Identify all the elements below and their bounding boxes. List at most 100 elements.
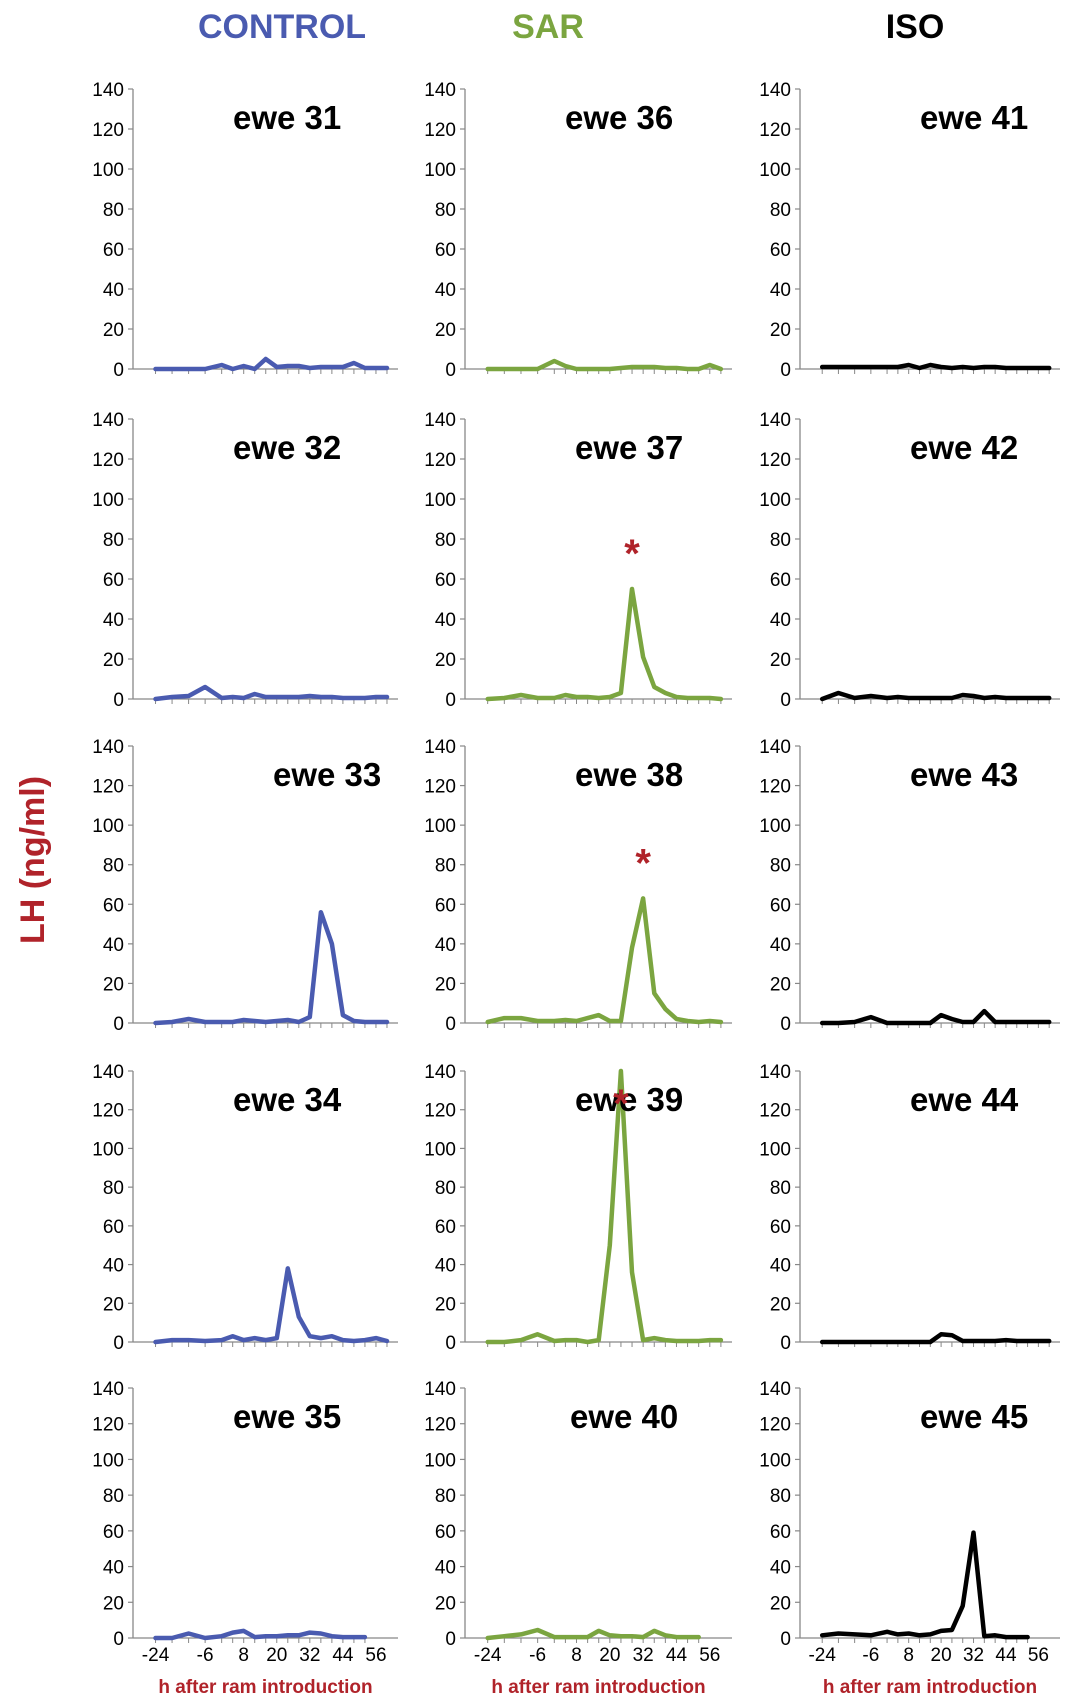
panel-ewe-32: 0 20 40 60 80 100 120 140 ewe 32: [92, 410, 398, 711]
y-tick-label: 120: [92, 120, 124, 141]
significance-marker: *: [635, 841, 651, 885]
x-tick-label: 20: [266, 1645, 287, 1666]
panel-ewe-44: 0 20 40 60 80 100 120 140 ewe 44: [759, 1062, 1060, 1354]
y-tick-label: 120: [92, 1101, 124, 1122]
series-line: [485, 1068, 724, 1345]
x-tick-label: -6: [862, 1645, 879, 1666]
x-axis-label: h after ram introduction: [158, 1677, 372, 1698]
x-tick-label: -6: [197, 1645, 214, 1666]
y-tick-label: 20: [770, 1593, 791, 1614]
y-tick-label: 20: [770, 320, 791, 341]
y-tick-label: 60: [435, 1217, 456, 1238]
x-tick-label: 8: [238, 1645, 249, 1666]
panel-ewe-45: 0 20 40 60 80 100 120 140 -24 -6 8 20 32 44 56 h after …: [759, 1379, 1060, 1698]
y-tick-label: 140: [424, 410, 456, 431]
series-line: [485, 1627, 701, 1641]
y-tick-label: 20: [770, 1294, 791, 1315]
series-line: [485, 586, 724, 702]
y-tick-label: 80: [435, 856, 456, 877]
y-tick-label: 60: [770, 240, 791, 261]
y-tick-label: 60: [435, 1522, 456, 1543]
x-tick-label: 32: [963, 1645, 984, 1666]
panel-ewe-36: 0 20 40 60 80 100 120 140 ewe 36: [424, 80, 732, 381]
y-tick-label: 80: [770, 200, 791, 221]
y-tick-label: 40: [103, 1558, 124, 1579]
y-tick-label: 0: [780, 1014, 791, 1035]
y-tick-label: 120: [424, 1415, 456, 1436]
y-tick-label: 40: [435, 1558, 456, 1579]
x-tick-label: 32: [299, 1645, 320, 1666]
panel-ewe-34: 0 20 40 60 80 100 120 140 ewe 34: [92, 1062, 398, 1354]
panel-title: ewe 39: [575, 1081, 683, 1118]
y-tick-label: 140: [759, 410, 791, 431]
y-tick-label: 100: [92, 490, 124, 511]
y-tick-label: 60: [103, 1217, 124, 1238]
series-line: [153, 909, 390, 1026]
y-axis-label: LH (ng/ml): [14, 776, 52, 944]
y-tick-label: 80: [770, 530, 791, 551]
y-tick-label: 120: [759, 450, 791, 471]
y-tick-label: 40: [770, 1558, 791, 1579]
y-tick-label: 60: [770, 570, 791, 591]
y-tick-label: 120: [424, 1101, 456, 1122]
x-tick-label: -24: [808, 1645, 836, 1666]
x-tick-label: -24: [142, 1645, 170, 1666]
panel-ewe-31: 0 20 40 60 80 100 120 140 ewe 31: [92, 80, 398, 381]
y-tick-label: 40: [103, 280, 124, 301]
panel-ewe-40: 0 20 40 60 80 100 120 140 -24 -6 8 20 32 44 56 h after …: [424, 1379, 732, 1698]
y-tick-label: 60: [770, 1217, 791, 1238]
x-tick-label: 56: [1028, 1645, 1049, 1666]
x-axis-label: h after ram introduction: [823, 1677, 1037, 1698]
y-tick-label: 120: [424, 777, 456, 798]
y-tick-label: 120: [424, 450, 456, 471]
series-line: [819, 362, 1052, 371]
y-tick-label: 120: [92, 450, 124, 471]
panel-ewe-42: 0 20 40 60 80 100 120 140 ewe 42: [759, 410, 1060, 711]
y-tick-label: 80: [770, 1486, 791, 1507]
y-tick-label: 120: [759, 120, 791, 141]
y-tick-label: 60: [103, 240, 124, 261]
y-tick-label: 0: [780, 1629, 791, 1650]
y-tick-label: 20: [435, 974, 456, 995]
panel-title: ewe 40: [570, 1398, 678, 1435]
panel-title: ewe 31: [233, 99, 341, 136]
y-tick-label: 100: [92, 1450, 124, 1471]
y-tick-label: 40: [770, 280, 791, 301]
series-line: [485, 358, 724, 372]
panel-ewe-43: 0 20 40 60 80 100 120 140 ewe 43: [759, 737, 1060, 1035]
y-tick-label: 100: [759, 816, 791, 837]
y-tick-label: 80: [103, 1178, 124, 1199]
y-tick-label: 140: [92, 737, 124, 758]
y-tick-label: 120: [92, 1415, 124, 1436]
y-tick-label: 80: [435, 530, 456, 551]
y-tick-label: 80: [103, 530, 124, 551]
y-tick-label: 120: [92, 777, 124, 798]
y-tick-label: 100: [759, 1450, 791, 1471]
significance-marker: *: [624, 532, 640, 576]
x-tick-label: 8: [903, 1645, 914, 1666]
x-tick-label: -6: [529, 1645, 546, 1666]
y-tick-label: 60: [435, 240, 456, 261]
y-tick-label: 80: [103, 856, 124, 877]
y-tick-label: 140: [92, 1379, 124, 1400]
y-tick-label: 40: [770, 610, 791, 631]
y-tick-label: 0: [113, 1014, 124, 1035]
group-title-sar: SAR: [512, 8, 584, 46]
y-tick-label: 140: [424, 737, 456, 758]
series-line: [153, 356, 390, 372]
y-tick-label: 100: [759, 490, 791, 511]
series-line: [153, 1266, 390, 1345]
y-tick-label: 100: [92, 160, 124, 181]
y-tick-label: 40: [435, 935, 456, 956]
y-tick-label: 20: [103, 320, 124, 341]
y-tick-label: 0: [445, 690, 456, 711]
y-tick-label: 100: [424, 816, 456, 837]
x-tick-label: 44: [995, 1645, 1017, 1666]
y-tick-label: 100: [424, 1450, 456, 1471]
y-tick-label: 0: [445, 1629, 456, 1650]
y-tick-label: 140: [759, 80, 791, 101]
x-tick-label: 32: [633, 1645, 654, 1666]
y-tick-label: 120: [759, 777, 791, 798]
y-tick-label: 120: [759, 1415, 791, 1436]
